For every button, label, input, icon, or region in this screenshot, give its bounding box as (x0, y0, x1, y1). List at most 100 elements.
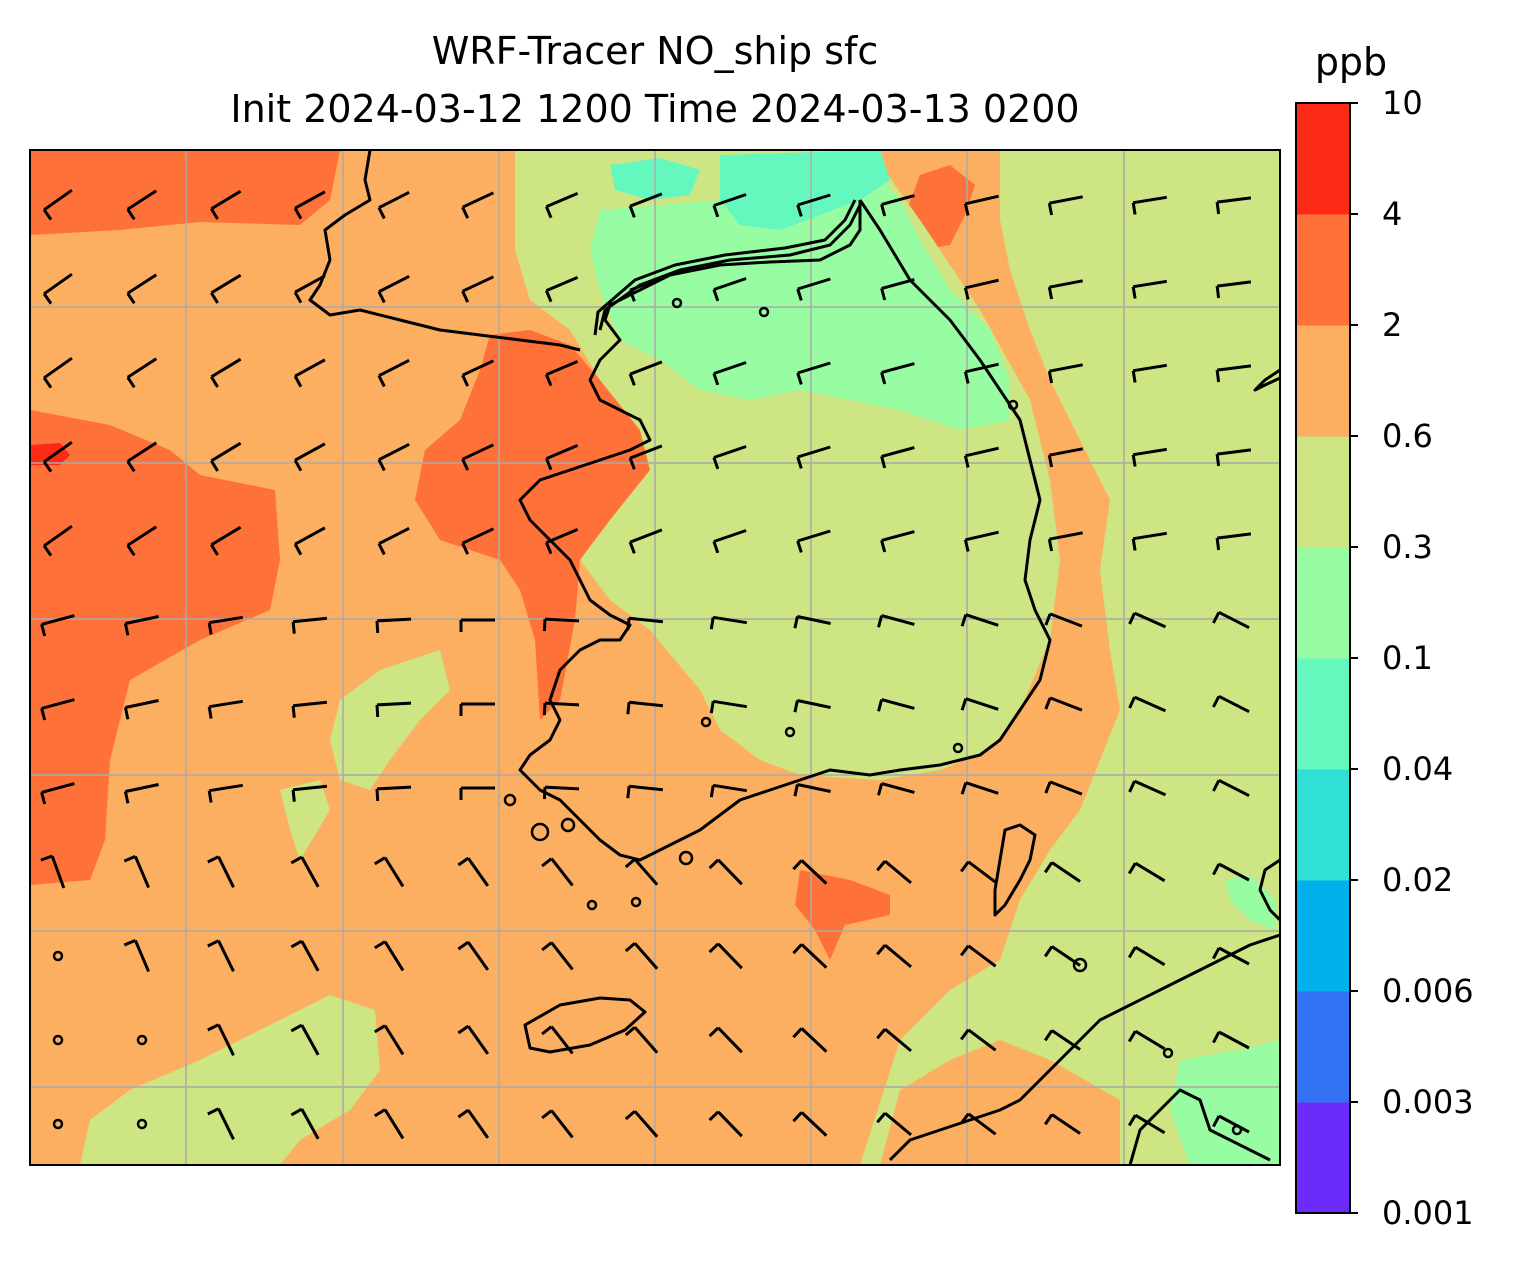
wind-barb (461, 191, 495, 219)
wind-barb (792, 1027, 828, 1053)
wind-barb (42, 356, 73, 389)
wind-barb (626, 700, 664, 715)
wind-barb (1212, 862, 1250, 882)
wind-barb (1131, 363, 1168, 383)
wind-barb (1215, 448, 1252, 467)
wind-barb (375, 617, 412, 633)
coastline-ne-tip (1253, 368, 1280, 392)
colorbar-tick-label: 0.1 (1382, 639, 1433, 677)
wind-barb (207, 1107, 235, 1140)
coastline-border-north-1 (598, 204, 862, 331)
wind-barb (541, 857, 574, 887)
wind-barb (545, 444, 579, 471)
wind-barb (290, 939, 320, 972)
wind-barb (960, 1028, 997, 1052)
wind-barb (207, 939, 235, 972)
wind-barb (963, 278, 999, 300)
wind-barb (880, 278, 915, 301)
coastline-peninsula (518, 199, 1052, 862)
wind-barb (1043, 861, 1081, 883)
wind-barb (1215, 532, 1252, 551)
wind-barb (210, 273, 242, 304)
wind-barb (880, 194, 915, 217)
wind-barb (1212, 694, 1250, 714)
colorbar-tick-label: 0.02 (1382, 861, 1454, 899)
wind-barb (290, 1107, 320, 1140)
wind-barb (1047, 447, 1083, 468)
wind-barb (290, 1023, 320, 1056)
wind-barb (291, 700, 328, 718)
islands (503, 297, 1243, 1136)
wind-barb (876, 859, 912, 885)
wind-barb (624, 1110, 659, 1138)
wind-barb (1044, 696, 1083, 712)
wind-barb (876, 1027, 912, 1053)
wind-barb (457, 856, 490, 887)
wind-barb (1127, 861, 1166, 883)
colorbar-segment (1296, 214, 1350, 326)
wind-barb (624, 942, 659, 970)
wind-barb (1043, 1113, 1081, 1135)
wind-barb (626, 784, 664, 799)
wind-barb (375, 701, 412, 717)
wind-barb (545, 528, 579, 555)
wind-barb (126, 273, 158, 305)
wind-barb (126, 441, 158, 473)
wind-barb (1127, 1029, 1166, 1051)
wind-barb (960, 944, 997, 968)
wind-barb (126, 357, 158, 389)
coastline-japan-east-edge (1258, 858, 1280, 922)
wind-barb-calm (136, 1118, 148, 1130)
wind-barb (960, 1112, 997, 1136)
wind-barb (545, 192, 579, 219)
wind-barb (42, 188, 73, 221)
wind-barb (712, 277, 747, 302)
wind-barb (792, 943, 828, 969)
wind-barb (793, 783, 831, 797)
wind-barb (291, 616, 328, 634)
wind-barb (377, 442, 410, 472)
wind-barb (123, 939, 150, 973)
wind-barb (459, 702, 495, 716)
wind-barb (877, 614, 915, 628)
colorbar-tick-label: 0.04 (1382, 750, 1454, 788)
coastline-border-north-2 (593, 199, 857, 336)
wind-barb (628, 528, 663, 554)
colorbar-segment (1296, 325, 1350, 437)
wind-barb (624, 858, 659, 886)
colorbar-tick-label: 4 (1382, 195, 1403, 233)
wind-barb (377, 526, 410, 556)
wind-barb (377, 274, 410, 304)
wind-barb (1044, 612, 1083, 628)
field-region-high-coastal (415, 330, 650, 720)
wind-barb (541, 941, 574, 971)
wind-barb (126, 189, 158, 221)
colorbar-unit-label: ppb (1314, 40, 1388, 84)
wind-barb-calm (136, 1034, 148, 1046)
wind-barb-calm (52, 950, 64, 962)
colorbar-tick-label: 10 (1382, 84, 1423, 122)
wind-barb (207, 783, 244, 803)
colorbar-frame (1295, 102, 1351, 1214)
wind-barb (1131, 195, 1168, 215)
wind-barb (461, 443, 495, 471)
wind-barb (628, 276, 663, 302)
map-frame (29, 149, 1281, 1166)
wind-barb (708, 1110, 743, 1138)
wind-barb (375, 785, 412, 801)
wind-barb (960, 860, 997, 884)
wind-barb (1212, 610, 1250, 630)
wind-barb (293, 274, 326, 304)
wind-barb (40, 854, 66, 889)
wind-barb (374, 856, 405, 888)
wind-barb (708, 858, 743, 886)
field-region-mid-east (860, 150, 1280, 1165)
wind-barb (796, 277, 831, 301)
wind-barb (1047, 195, 1083, 216)
wind-barb (293, 358, 326, 388)
wind-barb (40, 698, 75, 721)
map-subtitle: Init 2024-03-12 1200 Time 2024-03-13 020… (230, 87, 1080, 131)
wind-barb (459, 786, 495, 800)
coastline-china-northeast (308, 150, 581, 352)
wind-barb (123, 615, 159, 636)
